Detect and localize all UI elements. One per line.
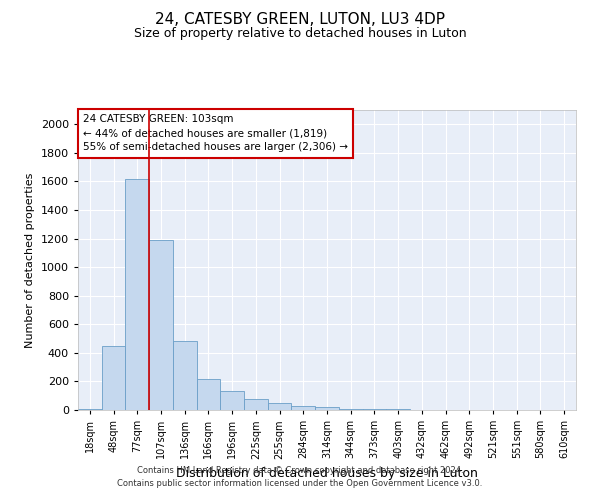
Bar bbox=[197, 380, 220, 410]
Bar bbox=[149, 240, 173, 410]
Text: Size of property relative to detached houses in Luton: Size of property relative to detached ho… bbox=[134, 28, 466, 40]
X-axis label: Distribution of detached houses by size in Luton: Distribution of detached houses by size … bbox=[176, 467, 478, 480]
Bar bbox=[315, 407, 339, 410]
Bar bbox=[292, 406, 315, 410]
Bar bbox=[244, 398, 268, 410]
Text: Contains HM Land Registry data © Crown copyright and database right 2024.
Contai: Contains HM Land Registry data © Crown c… bbox=[118, 466, 482, 487]
Bar bbox=[173, 342, 197, 410]
Bar bbox=[125, 178, 149, 410]
Bar bbox=[102, 346, 125, 410]
Text: 24 CATESBY GREEN: 103sqm
← 44% of detached houses are smaller (1,819)
55% of sem: 24 CATESBY GREEN: 103sqm ← 44% of detach… bbox=[83, 114, 348, 152]
Bar bbox=[268, 403, 292, 410]
Text: 24, CATESBY GREEN, LUTON, LU3 4DP: 24, CATESBY GREEN, LUTON, LU3 4DP bbox=[155, 12, 445, 28]
Bar bbox=[220, 392, 244, 410]
Bar bbox=[339, 409, 362, 410]
Y-axis label: Number of detached properties: Number of detached properties bbox=[25, 172, 35, 348]
